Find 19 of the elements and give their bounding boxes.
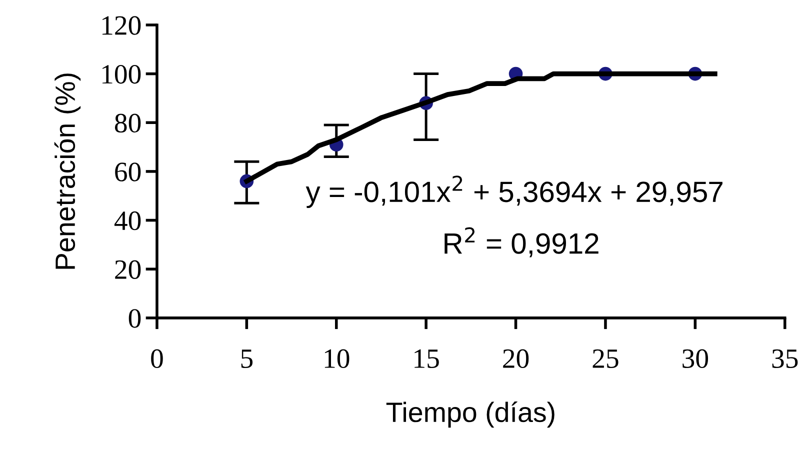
x-tick-label: 20 [503,349,529,368]
y-tick-label: 40 [114,211,141,230]
x-tick-label: 10 [324,349,350,368]
y-tick-label: 80 [114,114,141,133]
annotation: R$^{2}$ = 0,9912 [444,227,598,258]
x-tick-label: 35 [772,349,798,368]
y-tick-label: 20 [115,260,141,280]
x-tick-label: 30 [682,349,708,368]
x-tick-label: 25 [592,349,618,368]
y-tick-label: 0 [128,309,141,328]
annotation: y = -0,101x$^{2}$ + 5,3694x + 29,957 [306,176,722,208]
y-tick-label: 100 [102,64,141,84]
x-axis-title: Tiempo (días) [386,401,554,428]
x-tick-label: 15 [414,349,439,368]
x-tick-label: 0 [151,349,163,368]
y-tick-label: 60 [115,162,141,182]
y-axis-title: Penetración (%) [54,74,81,269]
y-tick-label: 120 [102,16,141,35]
x-tick-label: 5 [241,350,253,368]
